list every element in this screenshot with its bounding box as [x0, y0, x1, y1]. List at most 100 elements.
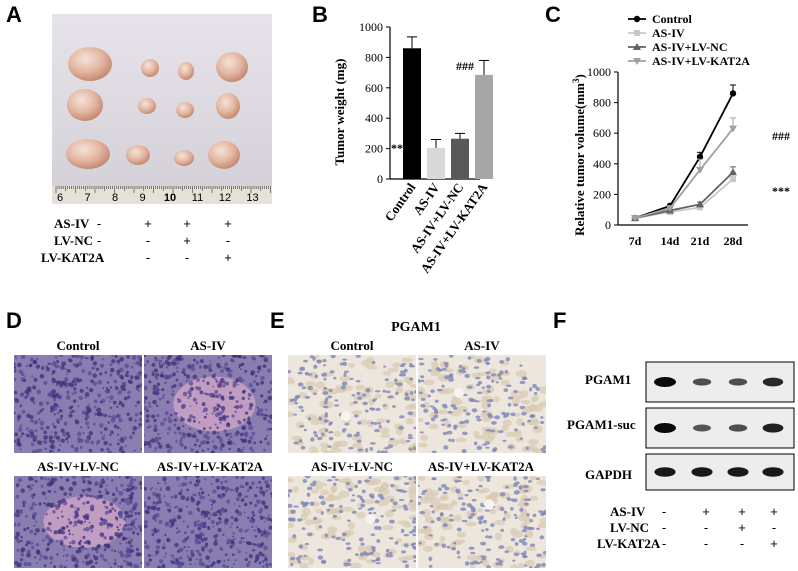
- e-title-as-iv-lv-nc: AS-IV+LV-NC: [311, 459, 393, 474]
- c-series-line: [634, 93, 734, 219]
- e-image-as-iv-lv-nc: [288, 476, 416, 568]
- f-blot-band: [693, 424, 711, 432]
- e-title-as-iv: AS-IV: [464, 338, 500, 353]
- c-y-tick-label: 800: [593, 96, 611, 110]
- d-image-as-iv: [144, 355, 272, 453]
- d-title-as-iv-lv-kat2a: AS-IV+LV-KAT2A: [156, 459, 264, 474]
- a-condition-sign: -: [96, 250, 102, 265]
- b-y-axis-label: Tumor weight (mg): [332, 59, 347, 166]
- c-data-point: [696, 153, 704, 161]
- f-blot-band: [762, 377, 784, 387]
- panel-letter-e: E: [270, 308, 285, 333]
- c-x-tick-label: 21d: [691, 234, 710, 248]
- f-condition-sign: -: [703, 536, 709, 551]
- f-condition-sign: -: [661, 536, 667, 551]
- tumor-photo: 6 7 8 9 10 11 12 13: [52, 14, 272, 204]
- b-y-tick-label: 800: [365, 50, 383, 64]
- f-blot-band: [654, 377, 676, 387]
- b-bar: [403, 48, 421, 179]
- d-title-as-iv: AS-IV: [190, 338, 226, 353]
- b-y-tick-label: 0: [377, 172, 383, 186]
- e-image-control: [288, 355, 416, 453]
- a-condition-sign: +: [183, 216, 191, 231]
- f-condition-sign: -: [739, 536, 745, 551]
- c-y-tick-label: 600: [593, 126, 611, 140]
- f-blot-images: [645, 361, 795, 491]
- a-condition-sign: -: [96, 216, 102, 231]
- a-condition-sign: -: [145, 250, 151, 265]
- b-significance-hash: ###: [456, 59, 474, 73]
- c-y-tick-label: 400: [593, 157, 611, 171]
- f-blot-band: [728, 424, 748, 432]
- ruler-number: 10: [163, 192, 177, 204]
- ruler-number: 8: [111, 192, 119, 204]
- c-legend-marker: [633, 15, 641, 23]
- c-legend-label: AS-IV+LV-KAT2A: [652, 54, 750, 68]
- c-legend-label: AS-IV: [652, 26, 685, 40]
- panel-letter-b: B: [312, 2, 328, 27]
- c-data-point: [729, 90, 737, 97]
- f-blot-band: [727, 467, 749, 477]
- c-legend-marker: [633, 43, 641, 50]
- d-title-control: Control: [56, 338, 100, 353]
- f-blot-band: [692, 378, 712, 386]
- b-bar: [427, 147, 445, 179]
- c-data-point: [696, 200, 704, 208]
- c-x-tick-label: 14d: [661, 234, 680, 248]
- c-data-point: [666, 205, 674, 213]
- b-bar: [451, 138, 469, 179]
- f-cond-label-lv-nc: LV-NC: [610, 520, 650, 535]
- f-condition-sign: +: [770, 504, 778, 519]
- a-condition-sign: +: [224, 216, 232, 231]
- ruler-number: 11: [191, 192, 204, 204]
- f-blot-band: [762, 423, 784, 433]
- c-data-point: [729, 125, 737, 133]
- c-data-point: [697, 204, 703, 211]
- d-image-as-iv-lv-kat2a: [144, 476, 272, 568]
- f-blot-band: [654, 423, 676, 433]
- e-image-as-iv: [418, 355, 546, 453]
- c-significance-asterisks: ***: [772, 184, 790, 198]
- e-title-control: Control: [330, 338, 374, 353]
- c-legend-label: Control: [652, 12, 692, 26]
- c-data-point: [696, 166, 704, 174]
- ruler-number: 7: [84, 192, 91, 204]
- c-y-tick-label: 0: [605, 218, 611, 232]
- c-legend-label: AS-IV+LV-NC: [652, 40, 728, 54]
- f-blot-band: [654, 467, 676, 477]
- e-title-as-iv-lv-kat2a: AS-IV+LV-KAT2A: [427, 459, 535, 474]
- ruler-number: 13: [246, 192, 259, 204]
- b-y-tick-label: 600: [365, 81, 383, 95]
- ruler-number: 12: [218, 192, 232, 204]
- b-x-tick-label: Control: [381, 180, 418, 224]
- b-y-tick-label: 1000: [359, 20, 383, 34]
- e-heading-pgam1: PGAM1: [391, 320, 441, 335]
- f-cond-label-lv-kat2a: LV-KAT2A: [597, 536, 661, 551]
- c-legend-marker: [633, 58, 641, 65]
- f-cond-label-as-iv: AS-IV: [610, 504, 646, 519]
- ruler-number: 9: [139, 192, 146, 204]
- c-x-tick-label: 7d: [629, 234, 642, 248]
- panel-letter-f: F: [553, 308, 567, 333]
- c-data-point: [631, 215, 639, 223]
- f-condition-sign: -: [771, 520, 777, 535]
- c-data-point: [730, 176, 736, 183]
- panel-letter-d: D: [6, 308, 22, 333]
- d-image-as-iv-lv-nc: [14, 476, 142, 568]
- f-condition-sign: +: [738, 520, 746, 535]
- f-blot-band: [728, 378, 748, 386]
- c-x-tick-label: 28d: [724, 234, 743, 248]
- panel-letter-a: A: [6, 2, 22, 27]
- b-y-tick-label: 400: [365, 111, 383, 125]
- c-significance-hash: ###: [772, 129, 790, 143]
- c-legend-marker: [634, 30, 640, 36]
- c-series-line: [634, 128, 734, 219]
- f-band-label-gapdh: GAPDH: [585, 467, 632, 482]
- e-image-as-iv-lv-kat2a: [418, 476, 546, 568]
- b-significance-asterisks: ***: [391, 141, 409, 155]
- cond-label-lv-nc: LV-NC: [54, 233, 94, 248]
- ruler-number: 6: [56, 192, 64, 204]
- panel-letter-c: C: [545, 2, 561, 27]
